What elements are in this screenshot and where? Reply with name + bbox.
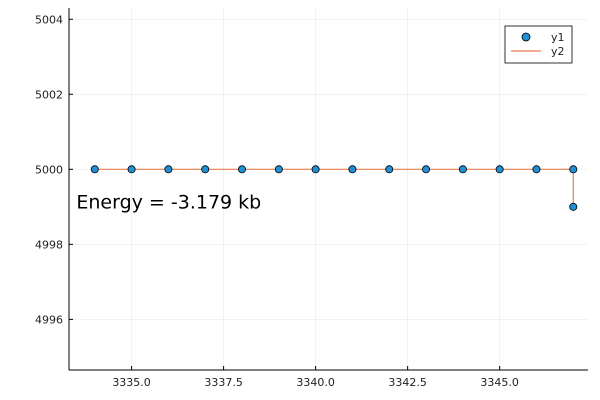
series-y1-point-10 [458, 165, 467, 174]
x-tick-label-3: 3342.5 [388, 376, 427, 389]
y-tick-label-3: 5002 [35, 88, 63, 101]
series-y1-point-11 [495, 165, 504, 174]
series-y1-point-3 [201, 165, 210, 174]
y-axis-ticks: 4996 4998 5000 5002 5004 [35, 13, 73, 326]
series-y1-point-5 [274, 165, 283, 174]
y-tick-label-2: 5000 [35, 163, 63, 176]
x-tick-label-0: 3335.0 [112, 376, 151, 389]
x-axis-ticks: 3335.0 3337.5 3340.0 3342.5 3345.0 [112, 366, 519, 389]
grid [69, 8, 588, 370]
series-y1-point-0 [90, 165, 99, 174]
y-tick-label-0: 4996 [35, 313, 63, 326]
annotation-group: Energy = -3.179 kb [76, 192, 261, 214]
x-tick-label-1: 3337.5 [204, 376, 243, 389]
series-y1-point-9 [422, 165, 431, 174]
series-y1-point-7 [348, 165, 357, 174]
series-y1-point-4 [237, 165, 246, 174]
legend-label-y1: y1 [551, 31, 565, 44]
energy-annotation: Energy = -3.179 kb [76, 192, 261, 214]
legend-box [504, 25, 573, 64]
legend-swatch-y1 [521, 32, 531, 42]
series-y1-point-8 [385, 165, 394, 174]
series-y1-point-2 [164, 165, 173, 174]
x-tick-label-4: 3345.0 [480, 376, 519, 389]
series-y1-point-6 [311, 165, 320, 174]
y-tick-label-4: 5004 [35, 13, 63, 26]
x-tick-label-2: 3340.0 [296, 376, 335, 389]
series-y1-point-13 [569, 165, 578, 174]
axes-frame [68, 8, 588, 371]
legend-label-y2: y2 [551, 45, 565, 58]
y-tick-label-1: 4998 [35, 238, 63, 251]
series-y1-point-14 [569, 202, 578, 211]
series-y1-points-group [90, 165, 578, 211]
series-y1-point-12 [532, 165, 541, 174]
series-y1-point-1 [127, 165, 136, 174]
